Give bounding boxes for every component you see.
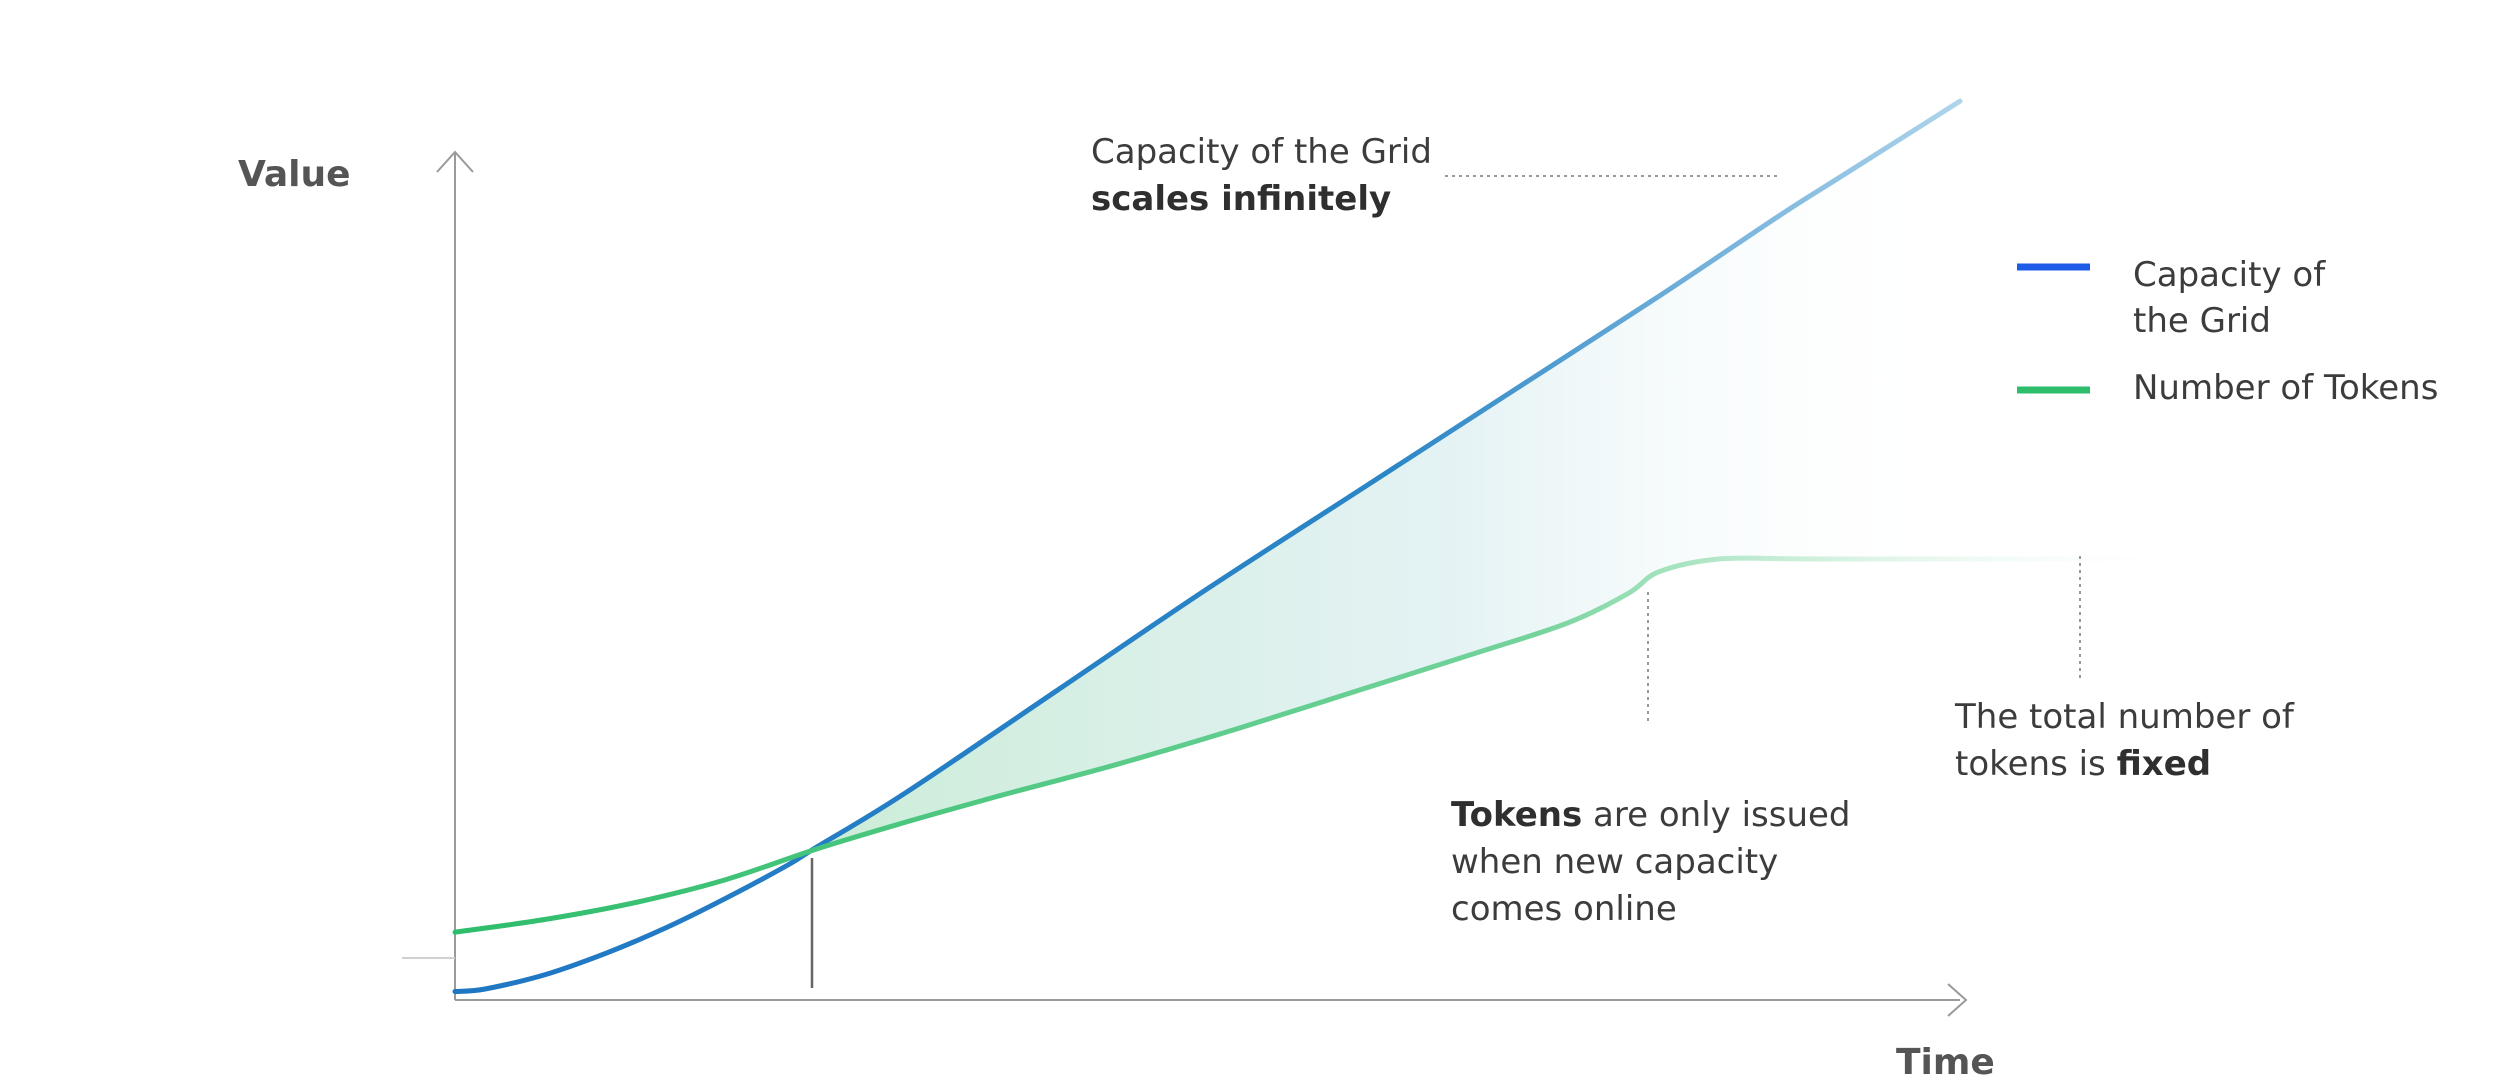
annotation-tokens-fixed-line-2: tokens is [1955, 744, 2117, 784]
annotation-tokens-fixed-bold: fixed [2117, 744, 2212, 784]
y-axis-arrowhead [436, 150, 474, 173]
legend-label-tokens: Number of Tokens [2133, 368, 2438, 408]
legend-label-capacity: Capacity of the Grid [2133, 255, 2336, 341]
x-axis-arrowhead [1947, 983, 1968, 1017]
annotation-capacity-line-2: scales infinitely [1091, 179, 1391, 219]
legend-label-capacity-line-1: Capacity of [2133, 255, 2326, 295]
legend-item-capacity: Capacity of the Grid [2017, 255, 2336, 341]
legend-item-tokens: Number of Tokens [2017, 368, 2438, 408]
annotation-capacity: Capacity of the Grid scales infinitely [1091, 132, 1443, 219]
y-axis-label: Value [238, 154, 351, 195]
annotation-tokens-fixed: The total number of tokens is fixed [1954, 697, 2305, 784]
annotation-tokens-issued-line-1-rest: are only issued [1582, 795, 1850, 835]
legend-label-capacity-line-2: the Grid [2133, 301, 2271, 341]
annotation-tokens-issued-bold: Tokens [1451, 795, 1582, 835]
annotation-tokens-fixed-line-1: The total number of [1954, 697, 2295, 737]
annotation-tokens-issued-line-3: comes online [1451, 889, 1677, 929]
series-capacity-line [452, 98, 1963, 994]
annotation-capacity-line-1: Capacity of the Grid [1091, 132, 1432, 172]
legend-label-tokens-line-1: Number of Tokens [2133, 368, 2438, 408]
annotation-tokens-issued: Tokens are only issued when new capacity… [1451, 795, 1861, 929]
legend: Capacity of the Grid Number of Tokens [2017, 255, 2438, 408]
series-tokens-line [452, 555, 2189, 935]
capacity-token-gap-area [831, 101, 1960, 845]
annotation-tokens-issued-line-2: when new capacity [1451, 842, 1778, 882]
x-axis-label: Time [1896, 1042, 1995, 1083]
